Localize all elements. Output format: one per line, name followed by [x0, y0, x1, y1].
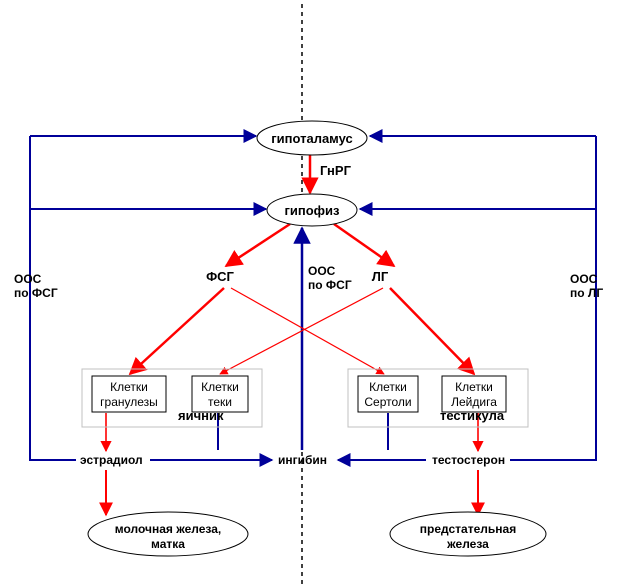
hpg-diagram: КлеткигранулезыКлеткитекиКлеткиСертолиКл…	[0, 0, 621, 588]
label-fsh: ФСГ	[206, 269, 234, 284]
label-oos-center-1: ООС	[308, 264, 336, 278]
pituitary-label: гипофиз	[284, 203, 340, 218]
mammary-label1: молочная железа,	[115, 522, 221, 536]
hypothalamus-label: гипоталамус	[271, 131, 353, 146]
label-ovary: яичник	[178, 408, 224, 423]
granulosa-label2: гранулезы	[100, 395, 158, 409]
label-oos-right-2: по ЛГ	[570, 286, 603, 300]
label-testis: тестикула	[440, 408, 505, 423]
label-testosterone: тестостерон	[432, 453, 505, 467]
red-arrow-2	[334, 224, 394, 266]
prostate-label1: предстательная	[420, 522, 516, 536]
theca-label2: теки	[208, 395, 232, 409]
label-inhibin: ингибин	[278, 453, 327, 467]
granulosa-label1: Клетки	[110, 380, 148, 394]
mammary-label2: матка	[151, 537, 185, 551]
label-oos-left-2: по ФСГ	[14, 286, 58, 300]
label-gnrh: ГнРГ	[320, 163, 352, 178]
leydig-label1: Клетки	[455, 380, 493, 394]
prostate-label2: железа	[446, 537, 489, 551]
red-arrow-3	[130, 288, 224, 374]
theca-label1: Клетки	[201, 380, 239, 394]
red-arrow-1	[226, 224, 290, 266]
label-oos-left-1: ООС	[14, 272, 42, 286]
red-arrow-4	[390, 288, 474, 374]
label-estradiol: эстрадиол	[80, 453, 143, 467]
red-arrow-5	[231, 288, 384, 374]
sertoli-label2: Сертоли	[364, 395, 411, 409]
label-oos-center-2: по ФСГ	[308, 278, 352, 292]
leydig-label2: Лейдига	[451, 395, 497, 409]
label-oos-right-1: ООС	[570, 272, 598, 286]
label-lh: ЛГ	[372, 269, 389, 284]
sertoli-label1: Клетки	[369, 380, 407, 394]
